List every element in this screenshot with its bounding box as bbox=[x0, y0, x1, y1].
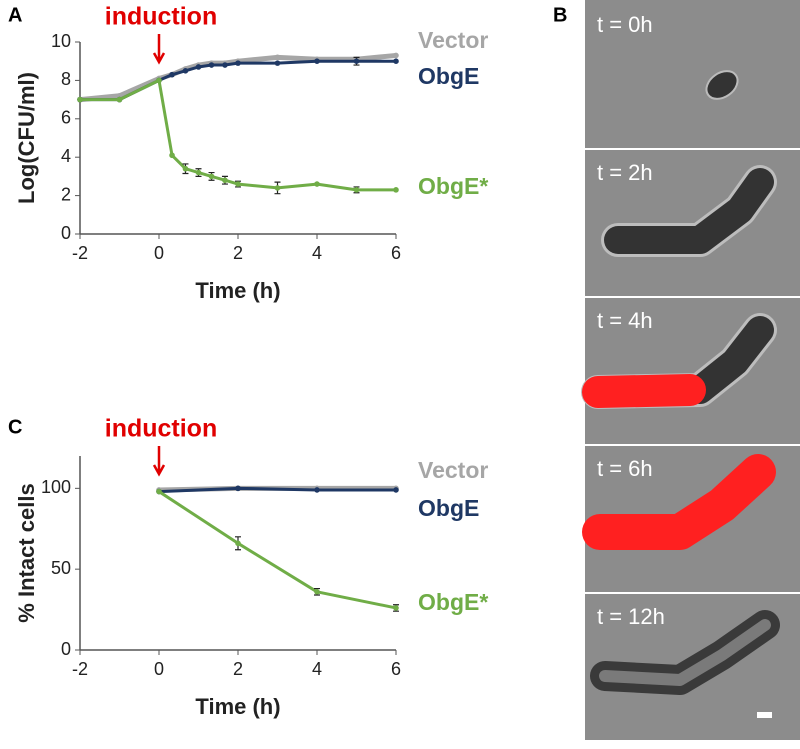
legend-label: ObgE bbox=[418, 495, 479, 521]
x-tick-label: 6 bbox=[391, 659, 401, 679]
data-point bbox=[169, 152, 175, 159]
data-point bbox=[274, 185, 281, 191]
series-line bbox=[158, 486, 396, 494]
y-tick-label: 100 bbox=[41, 477, 71, 497]
data-point bbox=[274, 54, 281, 61]
y-tick-label: 2 bbox=[61, 184, 71, 204]
x-tick-label: 4 bbox=[312, 659, 322, 679]
y-tick-label: 8 bbox=[61, 69, 71, 89]
annotation-arrow bbox=[152, 34, 166, 65]
cell-chain bbox=[686, 316, 774, 404]
data-point bbox=[156, 488, 162, 495]
time-label: t = 12h bbox=[597, 604, 665, 629]
cell-red bbox=[582, 374, 706, 408]
panel-label: A bbox=[8, 4, 22, 26]
data-point bbox=[169, 71, 175, 78]
legend-label: Vector bbox=[418, 457, 488, 483]
data-point bbox=[222, 62, 228, 68]
x-axis-label: Time (h) bbox=[195, 694, 280, 719]
data-point bbox=[393, 487, 399, 493]
y-tick-label: 50 bbox=[51, 558, 71, 578]
data-point bbox=[274, 60, 281, 66]
cell-chain bbox=[604, 168, 774, 254]
cell-interior bbox=[599, 619, 771, 686]
legend-label: ObgE* bbox=[418, 173, 488, 199]
data-point bbox=[195, 169, 202, 176]
data-point bbox=[393, 605, 399, 611]
data-point bbox=[156, 77, 162, 84]
data-point bbox=[195, 64, 202, 70]
data-point bbox=[116, 96, 123, 103]
data-point bbox=[208, 173, 215, 180]
micrograph-panel: t = 0h t = 2h t = 4h t = 6h t = 12h bbox=[581, 0, 800, 740]
time-label: t = 0h bbox=[597, 12, 653, 37]
data-point bbox=[235, 540, 241, 547]
y-tick-label: 4 bbox=[61, 146, 71, 166]
annotation-arrow bbox=[152, 446, 166, 477]
y-axis-label: % Intact cells bbox=[14, 483, 39, 622]
data-point bbox=[182, 165, 189, 172]
y-tick-label: 6 bbox=[61, 108, 71, 128]
data-point bbox=[314, 181, 320, 187]
x-tick-label: -2 bbox=[72, 659, 88, 679]
time-label: t = 4h bbox=[597, 308, 653, 333]
time-label: t = 6h bbox=[597, 456, 653, 481]
data-point bbox=[314, 487, 320, 493]
legend-label: Vector bbox=[418, 27, 488, 53]
y-axis-label: Log(CFU/ml) bbox=[14, 72, 39, 204]
x-tick-label: 2 bbox=[233, 243, 243, 263]
legend-label: ObgE* bbox=[418, 589, 488, 615]
data-point bbox=[222, 177, 228, 184]
panel-label: C bbox=[8, 416, 22, 438]
x-tick-label: 6 bbox=[391, 243, 401, 263]
x-tick-label: 0 bbox=[154, 243, 164, 263]
data-point bbox=[353, 58, 360, 64]
series-line bbox=[158, 490, 397, 610]
cell bbox=[705, 70, 739, 100]
time-label: t = 2h bbox=[597, 160, 653, 185]
annotation: induction bbox=[105, 415, 217, 443]
scale-bar bbox=[757, 712, 772, 718]
cell-red bbox=[582, 454, 776, 550]
y-tick-label: 0 bbox=[61, 223, 71, 243]
data-point bbox=[116, 92, 123, 99]
series-line bbox=[80, 78, 396, 192]
data-point bbox=[235, 485, 241, 492]
micrograph bbox=[585, 0, 800, 148]
data-point bbox=[235, 60, 241, 66]
data-point bbox=[208, 62, 215, 68]
x-tick-label: 2 bbox=[233, 659, 243, 679]
y-tick-label: 0 bbox=[61, 639, 71, 659]
data-point bbox=[314, 589, 320, 595]
panel-label: B bbox=[553, 4, 567, 26]
data-point bbox=[314, 58, 320, 64]
data-point bbox=[182, 68, 189, 74]
y-tick-label: 10 bbox=[51, 31, 71, 51]
data-point bbox=[393, 187, 399, 193]
data-point bbox=[393, 52, 399, 59]
data-point bbox=[393, 58, 399, 64]
data-point bbox=[77, 96, 83, 103]
x-tick-label: 0 bbox=[154, 659, 164, 679]
x-tick-label: 4 bbox=[312, 243, 322, 263]
x-axis-label: Time (h) bbox=[195, 278, 280, 303]
legend-label: ObgE bbox=[418, 63, 479, 89]
data-point bbox=[353, 187, 360, 193]
x-tick-label: -2 bbox=[72, 243, 88, 263]
data-point bbox=[235, 181, 241, 187]
annotation: induction bbox=[105, 3, 217, 31]
